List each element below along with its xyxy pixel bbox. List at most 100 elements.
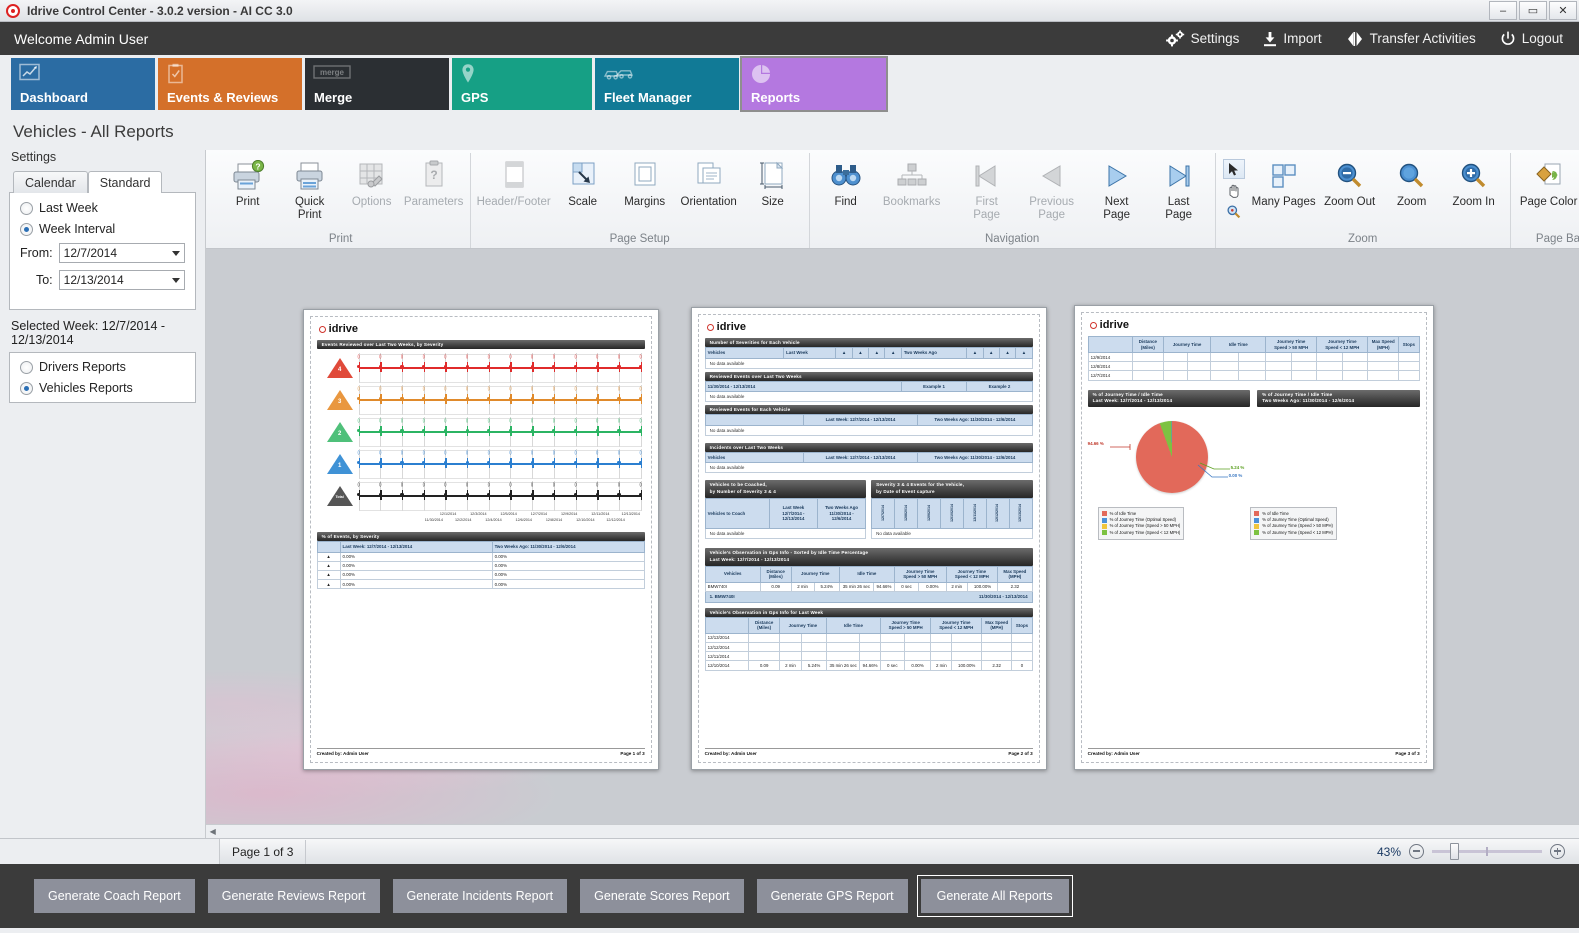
settings-button[interactable]: Settings [1165,30,1239,47]
radio-drivers-reports[interactable]: Drivers Reports [20,360,185,374]
report-preview-area[interactable]: idrive Events Reviewed over Last Two Wee… [205,249,1579,838]
radio-dot [20,360,33,374]
no-data-message: No data available [704,358,1033,369]
nav-tile-events-reviews[interactable]: Events & Reviews [158,58,302,110]
right-pane: ? Print Quick Print Optio [205,150,1579,838]
pointer-icon[interactable] [1222,159,1245,179]
preview-canvas[interactable]: idrive Events Reviewed over Last Two Wee… [205,249,1579,824]
maximize-button[interactable]: ▭ [1519,1,1547,20]
from-date-combo[interactable]: 12/7/2014 [58,243,185,263]
zoom-slider-handle[interactable] [1450,843,1459,860]
radio-vehicles-reports[interactable]: Vehicles Reports [20,381,185,395]
idrive-logo-icon [318,325,326,333]
size-button[interactable]: Size [742,157,804,209]
generate-incidents-report-button[interactable]: Generate Incidents Report [392,879,568,913]
nav-tile-merge[interactable]: merge Merge [305,58,449,110]
from-field-row: From: 12/7/2014 [20,243,185,263]
window-controls: – ▭ ✕ [1489,1,1577,20]
nav-tile-gps[interactable]: GPS [452,58,592,110]
previous-page-button[interactable]: Previous Page [1018,157,1086,222]
options-button[interactable]: Options [341,157,403,209]
settings-tabstrip: Calendar Standard [13,171,196,193]
section-title-events-reviewed: Events Reviewed over Last Two Weeks, by … [316,340,645,349]
table-row: BMW740I 0.09 2 min 5.24% 35 min 26 sec 9… [704,581,1033,592]
cell-under12-pct: 100.00% [951,660,982,671]
report-page-2[interactable]: idrive Number of Severities for Each Veh… [690,307,1047,770]
generate-coach-report-button[interactable]: Generate Coach Report [34,879,195,913]
no-data-message: No data available [704,463,1033,473]
many-pages-button[interactable]: Many Pages [1249,157,1319,209]
radio-last-week[interactable]: Last Week [20,201,185,215]
magnifier-icon[interactable] [1223,201,1245,221]
settings-panel: Settings Calendar Standard Last Week Wee… [0,150,206,838]
ribbon-group-page-setup-label: Page Setup [609,233,670,245]
report-page-1-content: idrive Events Reviewed over Last Two Wee… [309,316,652,763]
cell-idle-time: 35 min 26 sec [838,581,874,592]
generate-reviews-report-button[interactable]: Generate Reviews Report [207,879,380,913]
chevron-down-icon [171,277,180,283]
radio-week-interval[interactable]: Week Interval [20,222,185,236]
nav-tile-dashboard[interactable]: Dashboard [11,58,155,110]
next-page-button[interactable]: Next Page [1086,157,1148,222]
scale-button[interactable]: Scale [552,157,614,209]
parameters-button[interactable]: ? Parameters [403,157,465,209]
zoom-slider-track[interactable] [1432,843,1542,860]
size-label: Size [761,196,784,208]
table-header-row: Last Week: 12/7/2014 - 12/13/2014 Two We… [704,414,1033,426]
generate-scores-report-button[interactable]: Generate Scores Report [580,879,744,913]
idrive-logo-icon [1089,321,1097,329]
logout-button[interactable]: Logout [1500,31,1563,47]
report-page-1[interactable]: idrive Events Reviewed over Last Two Wee… [302,309,659,770]
table-header-row: 12/7/2014 12/8/2014 12/9/2014 12/10/2014… [871,497,1033,529]
footer-created-by: Created by: Admin User [316,751,369,756]
zoom-in-button-status[interactable] [1550,844,1565,859]
find-button[interactable]: Find [815,157,877,209]
generate-all-reports-button[interactable]: Generate All Reports [916,875,1073,917]
header-footer-button[interactable]: Header/Footer [476,157,552,209]
generate-gps-report-button[interactable]: Generate GPS Report [756,879,908,913]
print-button[interactable]: ? Print [217,157,279,209]
binoculars-icon [829,159,863,193]
zoom-out-button[interactable]: Zoom Out [1319,157,1381,209]
col-date: 12/12/2014 [995,503,1000,522]
close-button[interactable]: ✕ [1549,1,1577,20]
orientation-button[interactable]: Orientation [676,157,742,209]
bookmarks-button[interactable]: Bookmarks [877,157,947,209]
page-color-button[interactable]: Page Color [1516,157,1579,209]
zoom-in-button[interactable]: Zoom In [1443,157,1505,209]
pie-right-title: % of Journey Time / Idle Time Two Weeks … [1257,389,1420,408]
scroll-left-arrow-icon[interactable]: ◀ [209,827,216,836]
pct-events-table: Last Week: 12/7/2014 - 12/13/2014 Two We… [316,541,645,590]
last-page-button[interactable]: Last Page [1148,157,1210,222]
margins-button[interactable]: Margins [614,157,676,209]
find-label: Find [834,196,857,208]
ribbon-group-page-background-label: Page Background [1535,233,1579,245]
section-title-severity-events: Severity 3 & 4 Events for the Vehicle, b… [871,480,1033,498]
col-journey-over-50: Journey Time Speed > 50 MPH [879,616,932,634]
cell-max-speed: 2.32 [980,660,1013,671]
tab-standard[interactable]: Standard [87,171,163,193]
margins-icon [631,159,659,193]
transfer-activities-button[interactable]: Transfer Activities [1346,31,1476,47]
section-title-gps-observation: Vehicle's Observation in Gps Info - Sort… [704,547,1033,566]
nav-tile-label: GPS [461,90,489,105]
to-date-combo[interactable]: 12/13/2014 [58,270,185,290]
nav-tile-fleet-manager[interactable]: Fleet Manager [595,58,739,110]
import-button[interactable]: Import [1263,31,1322,47]
first-page-button[interactable]: First Page [956,157,1018,222]
quick-print-button[interactable]: Quick Print [279,157,341,222]
severity-3-icon: ▲ [851,347,870,359]
col-max-speed: Max Speed (MPH) [1367,336,1400,353]
zoom-out-button-status[interactable] [1409,844,1424,859]
report-page-3[interactable]: idrive Distance (Miles) Journey Time Idl… [1073,305,1434,770]
tab-calendar[interactable]: Calendar [13,171,88,193]
horizontal-scrollbar[interactable]: ◀ ▶ [205,824,1579,838]
report-page-2-content: idrive Number of Severities for Each Veh… [697,314,1040,763]
zoom-button[interactable]: Zoom [1381,157,1443,209]
hand-icon[interactable] [1223,180,1245,200]
nav-tile-reports[interactable]: Reports [740,56,888,112]
legend-item: % of Idle Time [1254,511,1333,517]
minimize-button[interactable]: – [1489,1,1517,20]
